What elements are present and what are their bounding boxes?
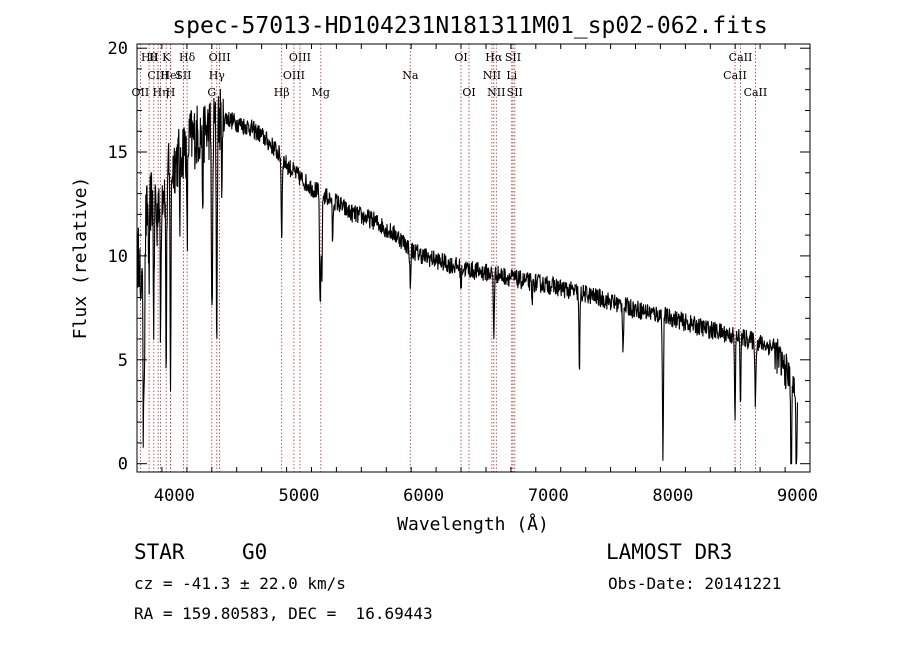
line-label: OIII (209, 51, 231, 64)
obs-date: Obs-Date: 20141221 (608, 574, 782, 593)
y-axis: 0 5 10 15 20 (108, 39, 810, 475)
line-label: CaII (744, 86, 768, 99)
line-label: Hθ (141, 51, 158, 64)
x-tick-label: 8000 (652, 486, 693, 506)
line-label: CIII (147, 69, 168, 82)
line-label: OI (454, 51, 467, 64)
object-subclass: G0 (242, 540, 268, 564)
object-class: STAR (134, 540, 185, 564)
x-tick-label: 4000 (154, 486, 195, 506)
line-label: Hγ (209, 69, 226, 82)
line-label: OII (132, 86, 150, 99)
line-label: H (149, 51, 159, 64)
line-label: HeI (160, 69, 180, 82)
y-tick-label: 5 (118, 351, 128, 371)
line-label: Li (506, 69, 517, 82)
spectrum-trace (137, 88, 799, 465)
line-label: Hα (485, 51, 503, 64)
y-tick-label: 15 (108, 143, 128, 163)
line-label: Hη (153, 86, 169, 99)
line-label: Na (402, 69, 419, 82)
line-label: SII (507, 86, 523, 99)
line-label: OIII (289, 51, 311, 64)
y-tick-label: 20 (108, 39, 128, 59)
line-label: CaII (723, 69, 747, 82)
line-label: OI (462, 86, 475, 99)
survey-name: LAMOST DR3 (606, 540, 733, 564)
y-axis-label: Flux (relative) (70, 177, 91, 340)
line-label: Hδ (179, 51, 196, 64)
line-label: Hβ (274, 86, 290, 99)
x-axis: 4000 5000 6000 7000 8000 9000 (136, 44, 818, 506)
line-label: NII (483, 69, 501, 82)
x-tick-label: 7000 (528, 486, 569, 506)
line-label: SII (505, 51, 521, 64)
coordinates: RA = 159.80583, DEC = 16.69443 (134, 604, 433, 623)
x-tick-label: 5000 (279, 486, 320, 506)
line-label: NII (487, 86, 505, 99)
y-tick-label: 10 (108, 247, 128, 267)
line-label: Mg (312, 86, 330, 99)
chart-title: spec-57013-HD104231N181311M01_sp02-062.f… (172, 13, 767, 39)
line-label: CaII (729, 51, 753, 64)
redshift-value: cz = -41.3 ± 22.0 km/s (134, 574, 346, 593)
line-label: SII (175, 69, 191, 82)
y-tick-label: 0 (118, 455, 128, 475)
line-label: H (166, 86, 176, 99)
x-axis-label: Wavelength (Å) (397, 513, 549, 535)
x-tick-label: 9000 (777, 486, 818, 506)
plot-frame (136, 43, 811, 473)
line-label: OIII (283, 69, 305, 82)
x-tick-label: 6000 (403, 486, 444, 506)
line-label: K (162, 51, 171, 64)
line-label: G (207, 86, 216, 99)
